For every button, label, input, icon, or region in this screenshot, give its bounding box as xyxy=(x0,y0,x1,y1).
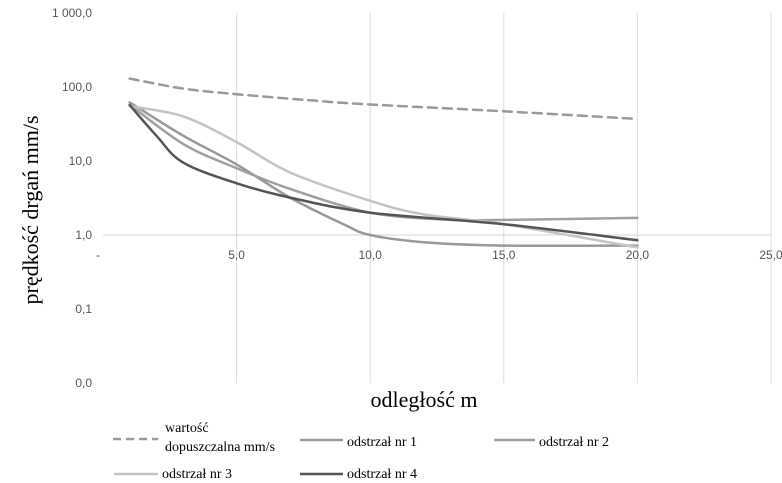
y-tick-label: 10,0 xyxy=(69,154,93,168)
y-tick-label: 0,1 xyxy=(75,302,92,316)
y-tick-labels: 0,0 0,1 1,0 10,0 100,0 1 000,0 xyxy=(52,6,92,390)
legend-label-0: wartość dopuszczalna mm/s xyxy=(165,421,275,455)
x-tick-label: 25,0 xyxy=(759,248,782,262)
legend: wartość dopuszczalna mm/s odstrzał nr 1 ods… xyxy=(113,421,609,482)
legend-label-2: odstrzał nr 2 xyxy=(539,435,609,450)
grid-lines xyxy=(236,13,772,383)
x-axis: - 5,0 10,0 15,0 20,0 25,0 xyxy=(96,234,782,262)
legend-label-4: odstrzał nr 4 xyxy=(347,467,417,482)
x-tick-label: 20,0 xyxy=(626,248,650,262)
series-line-3 xyxy=(128,104,639,249)
x-tick-label: 15,0 xyxy=(492,248,516,262)
y-axis-label: prędkość drgań mm/s xyxy=(18,115,43,304)
x-tick-label: 5,0 xyxy=(228,248,245,262)
series-lines xyxy=(128,77,639,249)
series-line-0 xyxy=(128,77,639,121)
y-tick-label: 1 000,0 xyxy=(52,6,92,20)
y-tick-label: 0,0 xyxy=(75,376,92,390)
x-tick-label: - xyxy=(96,248,100,262)
series-line-1 xyxy=(128,101,639,248)
legend-label-3: odstrzał nr 3 xyxy=(162,467,232,482)
y-tick-label: 100,0 xyxy=(62,80,92,94)
x-tick-label: 10,0 xyxy=(359,248,383,262)
x-axis-label: odległość m xyxy=(371,387,478,412)
y-tick-label: 1,0 xyxy=(75,228,92,242)
legend-label-1: odstrzał nr 1 xyxy=(347,435,417,450)
series-line-2 xyxy=(128,103,639,222)
series-line-4 xyxy=(128,103,639,242)
